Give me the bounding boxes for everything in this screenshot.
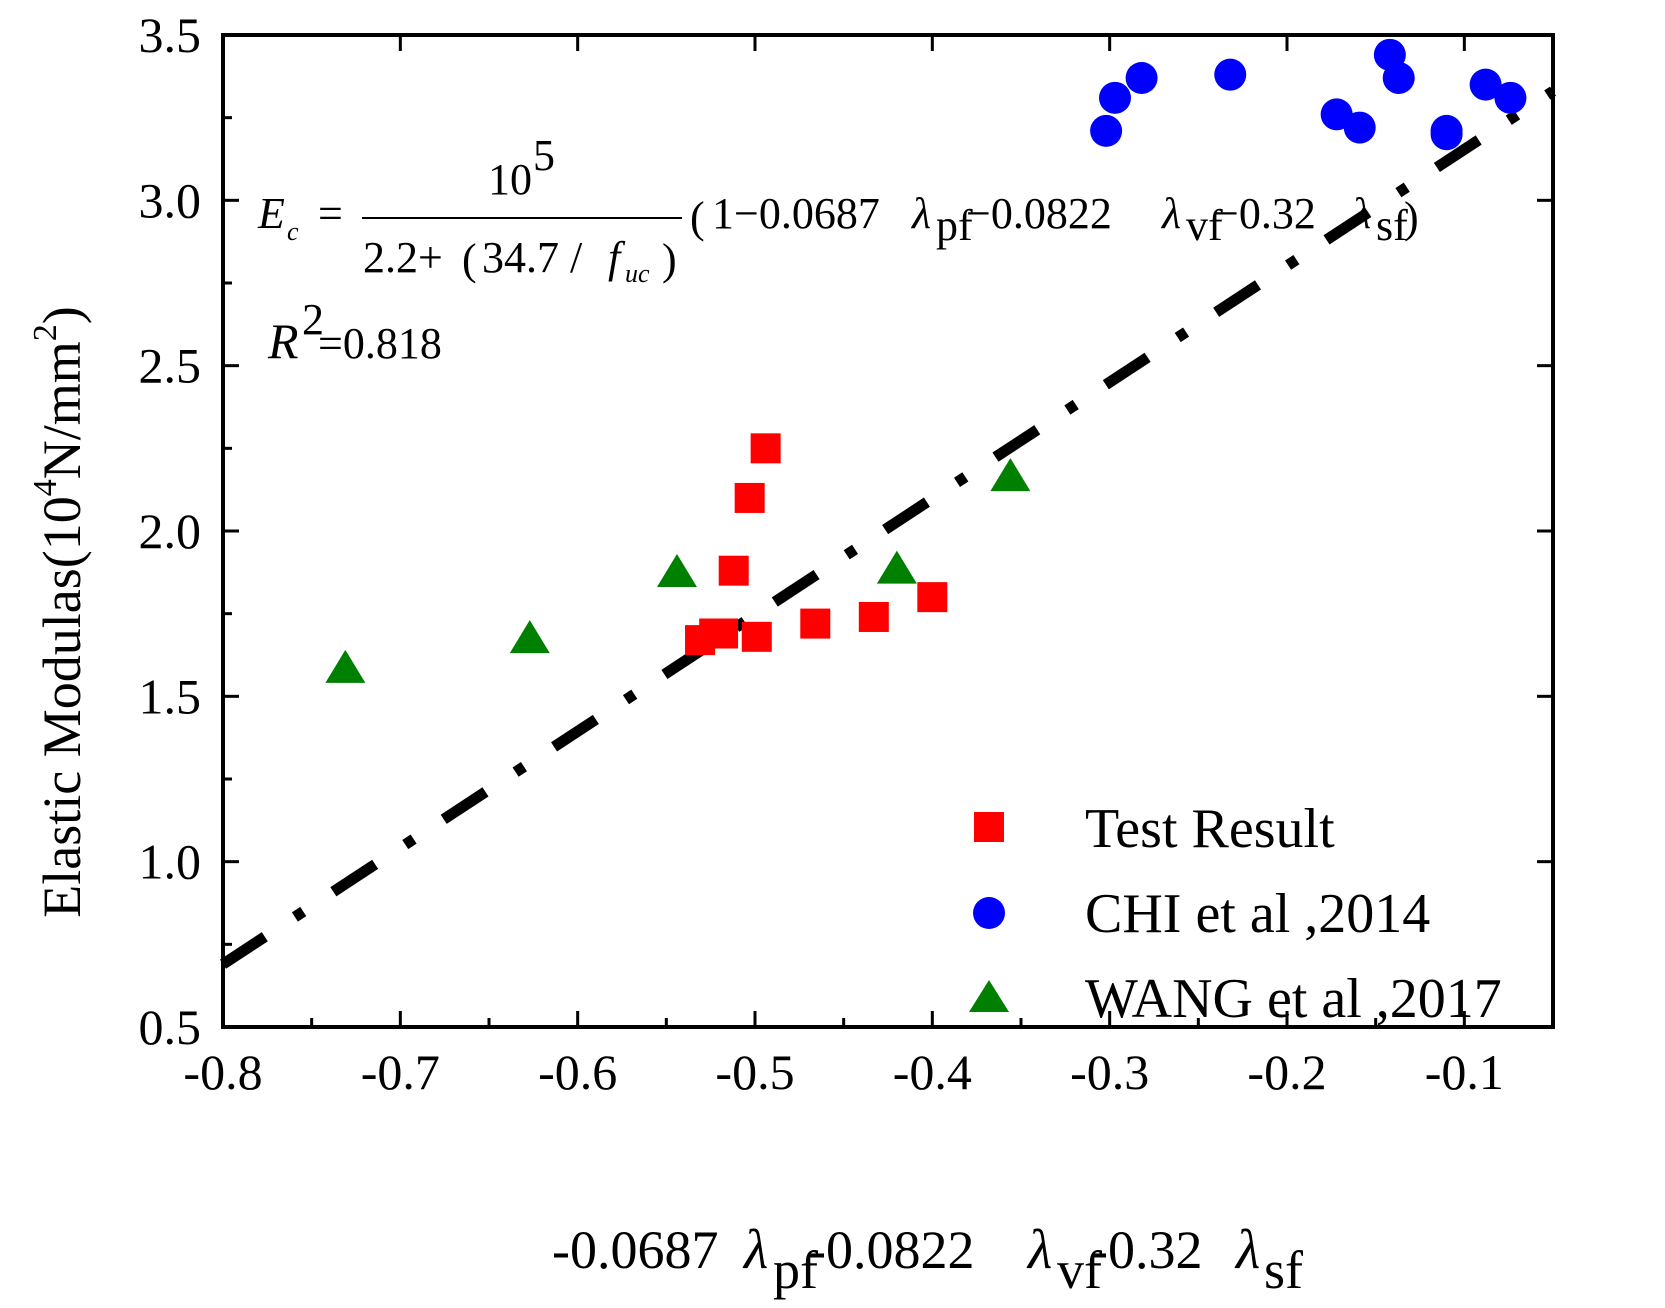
eq-sub2: vf [1186,201,1223,250]
eq-lambda-2: λ [1160,189,1181,238]
y-axis: 0.5 1.0 1.5 2.0 2.5 3.0 3.5 [139,7,1553,1055]
point-wang-et-al-2017 [509,620,550,654]
legend: Test Result CHI et al ,2014 WANG et al ,… [969,798,1502,1030]
x-tick-label: -0.1 [1425,1044,1504,1100]
point-test-result [917,582,948,613]
x-axis-title: -0.0687 λ pf -0.0822 λ vf -0.32 λ sf [552,1219,1303,1300]
eq-denominator-pre: 2.2+ [363,233,443,282]
point-test-result [708,618,739,649]
y-axis-title: Elastic Modulas(104N/mm2) [27,306,92,917]
point-wang-et-al-2017 [990,458,1031,492]
legend-marker-chi [973,897,1005,929]
point-chi-et-al-2014 [1430,118,1463,151]
x-title-coef1: -0.0687 [552,1220,718,1280]
x-title-lambda2: λ [1026,1219,1052,1281]
x-title-coef2: -0.0822 [808,1220,974,1280]
y-title-close: ) [32,306,92,324]
y-title-exp2: 2 [27,324,64,341]
x-title-sub3: sf [1264,1240,1303,1300]
y-title: Elastic Modulas(104N/mm2) [27,306,92,917]
point-chi-et-al-2014 [1494,81,1527,114]
point-test-result [734,482,765,513]
r2-exp: 2 [302,295,324,344]
eq-term1: 1−0.0687 [712,189,880,238]
fit-line [219,86,1557,969]
legend-label-test-result: Test Result [1085,798,1335,860]
eq-sub1: pf [936,201,973,250]
eq-denominator-var: f [608,233,626,282]
x-title-sub1: pf [773,1240,818,1300]
legend-marker-wang [969,980,1009,1012]
y-tick-label: 0.5 [139,999,202,1055]
eq-denominator-paren-close: ) [662,235,677,284]
x-tick-label: -0.3 [1070,1044,1149,1100]
x-tick-label: -0.8 [183,1044,262,1100]
x-title-lambda3: λ [1234,1219,1260,1281]
legend-label-wang: WANG et al ,2017 [1085,968,1502,1030]
r2-label: R [267,313,299,369]
y-tick-label: 1.0 [139,834,202,890]
point-wang-et-al-2017 [876,550,917,584]
point-chi-et-al-2014 [1382,61,1415,94]
y-tick-label: 3.5 [139,7,202,63]
y-tick-label: 3.0 [139,172,202,228]
x-axis: -0.8 -0.7 -0.6 -0.5 -0.4 -0.3 -0.2 -0.1 [183,35,1504,1100]
x-tick-label: -0.4 [893,1044,972,1100]
eq-sub3: sf [1376,201,1408,250]
eq-bracket-open: ( [690,193,705,242]
legend-label-chi: CHI et al ,2014 [1085,883,1430,945]
point-test-result [750,433,781,464]
eq-term2: −0.0822 [966,189,1112,238]
legend-marker-test-result [974,812,1004,842]
x-tick-label: -0.7 [361,1044,440,1100]
x-title-lambda1: λ [742,1219,768,1281]
point-chi-et-al-2014 [1469,68,1502,101]
y-title-exp: 4 [27,479,64,496]
point-test-result [718,555,749,586]
point-wang-et-al-2017 [656,553,697,587]
point-wang-et-al-2017 [325,649,366,683]
eq-lambda-3: λ [1350,189,1371,238]
eq-lambda-1: λ [910,189,931,238]
point-chi-et-al-2014 [1343,111,1376,144]
x-tick-label: -0.2 [1247,1044,1326,1100]
eq-numerator-exp: 5 [533,131,555,180]
y-title-prefix: Elastic Modulas(10 [32,496,92,917]
eq-term3: −0.32 [1214,189,1316,238]
eq-denominator-sub: uc [625,259,650,288]
point-test-result [741,621,772,652]
eq-numerator: 10 [488,155,532,204]
point-chi-et-al-2014 [1098,81,1131,114]
x-tick-label: -0.5 [715,1044,794,1100]
equation-annotation: E c = 10 5 2.2+ ( 34.7 / f uc ) ( 1−0.06… [257,131,1419,288]
eq-denominator-mid: 34.7 / [482,233,583,282]
eq-equals: = [318,189,343,238]
eq-lhs-sub: c [287,217,299,246]
eq-bracket-close: ) [1404,193,1419,242]
y-tick-label: 2.5 [139,338,202,394]
r2-value: =0.818 [318,319,442,368]
eq-denominator-paren-open: ( [462,235,477,284]
data-points-layer [325,38,1527,683]
y-tick-label: 1.5 [139,668,202,724]
y-tick-label: 2.0 [139,503,202,559]
point-chi-et-al-2014 [1214,58,1247,91]
point-chi-et-al-2014 [1090,114,1123,147]
y-title-unit: N/mm [32,341,92,479]
point-test-result [858,601,889,632]
r-squared-annotation: R 2 =0.818 [267,295,442,369]
point-chi-et-al-2014 [1125,61,1158,94]
x-title-coef3: -0.32 [1090,1220,1202,1280]
fit-line-layer [219,86,1557,969]
point-test-result [800,608,831,639]
x-tick-label: -0.6 [538,1044,617,1100]
x-title-sub2: vf [1057,1240,1102,1300]
eq-lhs: E [257,189,285,238]
